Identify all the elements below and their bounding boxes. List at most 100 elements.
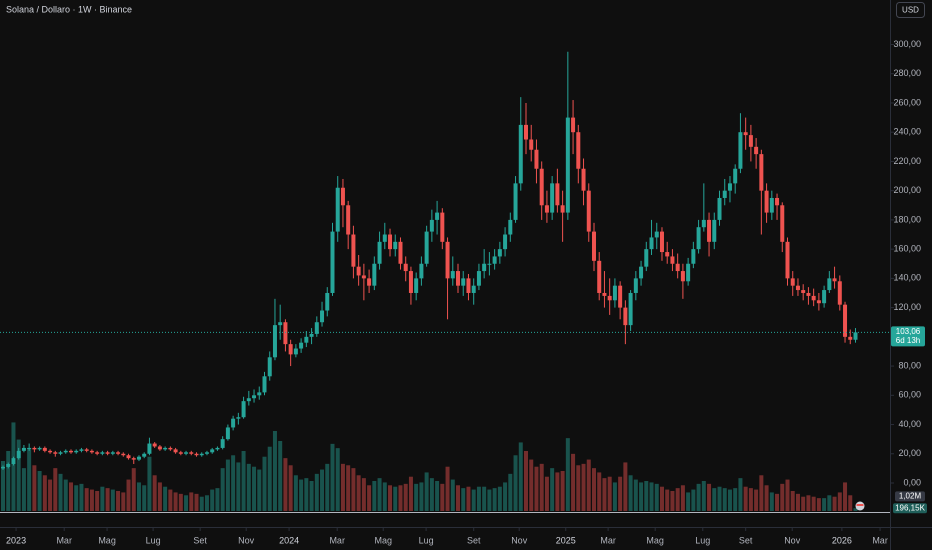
currency-label[interactable]: USD	[902, 6, 919, 15]
volume-bar	[199, 496, 204, 511]
candle-body	[853, 332, 858, 340]
symbol-title: Solana / Dollaro · 1W · Binance	[6, 4, 132, 14]
volume-bar	[471, 489, 476, 511]
volume-bar	[408, 476, 413, 511]
volume-pane	[1, 422, 858, 511]
volume-bar	[178, 493, 183, 511]
volume-bar	[565, 438, 570, 511]
candle-body	[618, 285, 623, 308]
candle-body	[131, 458, 136, 460]
volume-bar	[309, 481, 314, 511]
volume-bar	[48, 479, 53, 511]
volume-bar	[607, 476, 612, 511]
volume-bar	[393, 486, 398, 511]
volume-bar	[84, 488, 89, 511]
candle-body	[696, 227, 701, 250]
volume-bar	[492, 488, 497, 511]
volume-bar	[780, 483, 785, 511]
candle-body	[152, 443, 157, 447]
candle-body	[612, 285, 617, 301]
volume-bar	[152, 475, 157, 511]
volume-bar	[686, 492, 691, 511]
candle-body	[644, 249, 649, 267]
candle-body	[633, 278, 638, 293]
volume-bar	[304, 478, 309, 511]
volume-bar	[6, 451, 11, 511]
volume-bar	[79, 483, 84, 511]
candle-body	[691, 249, 696, 264]
volume-bar	[340, 463, 345, 511]
candle-body	[37, 447, 42, 450]
candle-body	[623, 307, 628, 326]
candle-body	[581, 168, 586, 191]
volume-bar	[466, 486, 471, 511]
candle-body	[508, 219, 513, 235]
candle-body	[147, 443, 152, 454]
candle-body	[795, 285, 800, 291]
candle-body	[393, 241, 398, 250]
candle-body	[707, 219, 712, 242]
volume-bar	[769, 492, 774, 511]
candle-body	[717, 197, 722, 220]
candle-body	[283, 322, 288, 345]
volume-bar	[659, 486, 664, 511]
candle-body	[639, 266, 644, 279]
candle-body	[445, 241, 450, 279]
volume-bar	[445, 466, 450, 511]
candle-body	[278, 322, 283, 326]
volume-bar	[476, 486, 481, 511]
candle-body	[680, 271, 685, 282]
volume-bar	[508, 473, 513, 511]
candle-body	[121, 453, 126, 456]
volume-bar	[68, 482, 73, 511]
volume-bar	[403, 483, 408, 511]
candle-body	[215, 447, 220, 450]
candle-body	[424, 231, 429, 264]
volume-bar	[116, 491, 121, 511]
candle-body	[377, 241, 382, 264]
candle-body	[686, 263, 691, 282]
y-tick-label: 40,00	[898, 419, 921, 429]
candle-body	[325, 292, 330, 311]
candle-body	[163, 447, 168, 450]
volume-bar	[361, 478, 366, 511]
volume-bar	[654, 483, 659, 511]
candle-body	[654, 231, 659, 238]
candle-body	[340, 187, 345, 206]
volume-bar	[633, 479, 638, 511]
x-tick-label: Lug	[419, 535, 434, 545]
candle-body	[811, 295, 816, 301]
volume-bar	[524, 451, 528, 511]
volume-bar	[618, 476, 623, 511]
candle-body	[607, 295, 612, 301]
candle-body	[450, 271, 455, 279]
volume-bar	[649, 482, 654, 511]
volume-bar	[602, 478, 607, 511]
volume-bar	[795, 493, 800, 511]
volume-bar	[372, 481, 377, 511]
volume-bar	[63, 479, 68, 511]
volume-bar	[283, 458, 288, 511]
candle-body	[100, 452, 105, 454]
candle-body	[539, 168, 544, 206]
y-tick-label: 280,00	[893, 68, 921, 78]
y-tick-label: 20,00	[898, 448, 921, 458]
candle-body	[1, 466, 5, 469]
volume-bar	[11, 422, 16, 511]
candle-body	[471, 285, 476, 293]
volume-bar	[252, 466, 257, 511]
candle-body	[110, 452, 115, 454]
candle-body	[79, 449, 84, 451]
candle-body	[497, 249, 502, 257]
candle-body	[503, 234, 508, 250]
volume-bar	[806, 495, 811, 511]
y-tick-label: 0,00	[903, 477, 921, 487]
volume-bar	[388, 485, 393, 511]
volume-bar	[278, 441, 283, 511]
candle-body	[435, 212, 440, 220]
x-tick-label: Nov	[511, 535, 528, 545]
y-tick-label: 200,00	[893, 185, 921, 195]
currency-button[interactable]	[896, 2, 925, 18]
volume-bar	[194, 493, 199, 511]
